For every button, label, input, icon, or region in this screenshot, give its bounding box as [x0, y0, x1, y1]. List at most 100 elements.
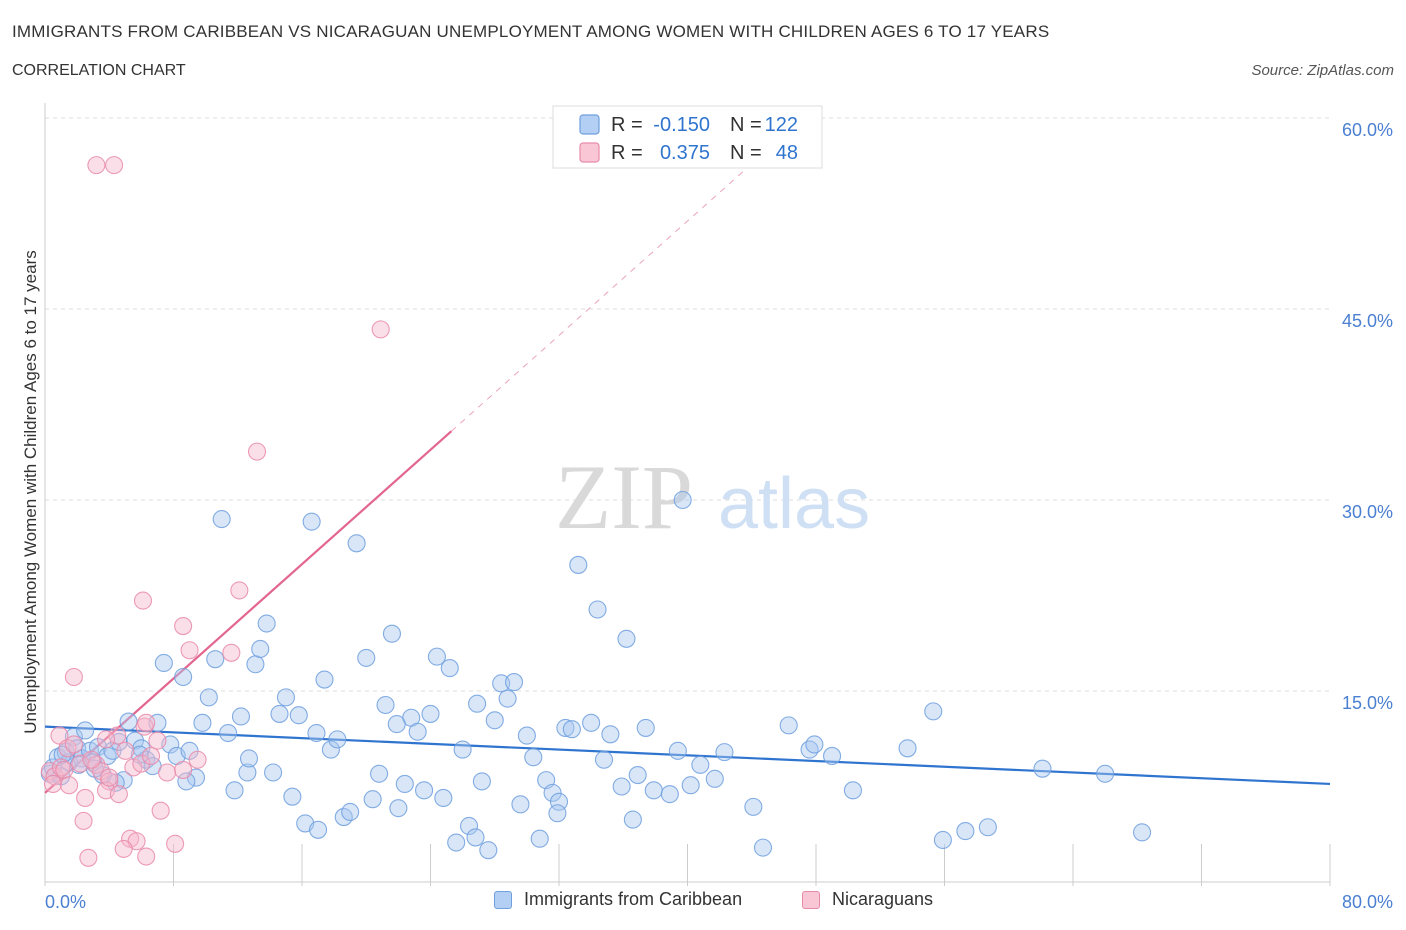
point-caribbean: [1133, 823, 1152, 842]
watermark: ZIP atlas: [555, 446, 870, 548]
point-caribbean: [753, 838, 773, 857]
point-nicaraguan: [132, 754, 151, 773]
point-caribbean: [408, 722, 427, 741]
point-caribbean: [562, 720, 581, 739]
point-caribbean: [289, 706, 308, 725]
trend-line-nicaraguans-extension: [451, 163, 753, 432]
point-caribbean: [212, 510, 231, 529]
point-caribbean: [517, 726, 536, 745]
point-caribbean: [485, 711, 504, 730]
legend-r-label-1: R =: [611, 114, 643, 136]
chart-title: IMMIGRANTS FROM CARIBBEAN VS NICARAGUAN …: [12, 22, 1050, 41]
point-caribbean: [376, 695, 395, 715]
point-nicaraguan: [174, 760, 193, 779]
y-tick-labels: 15.0% 30.0% 45.0% 60.0%: [1342, 120, 1393, 713]
point-caribbean: [389, 799, 408, 818]
legend-r-value-2: 0.375: [660, 142, 710, 164]
point-caribbean: [328, 730, 347, 749]
point-nicaraguan: [82, 750, 101, 769]
point-nicaraguan: [180, 641, 199, 660]
point-caribbean: [321, 740, 340, 759]
point-caribbean: [239, 749, 259, 768]
legend-n-label-1: N =: [730, 114, 762, 136]
point-nicaraguan: [114, 839, 133, 858]
trend-lines: [44, 163, 1331, 794]
point-nicaraguan: [230, 581, 249, 600]
point-caribbean: [644, 781, 663, 800]
grid-lines: [45, 117, 1330, 692]
point-caribbean: [363, 790, 382, 809]
point-caribbean: [823, 746, 842, 765]
point-caribbean: [206, 650, 225, 669]
point-nicaraguan: [222, 643, 241, 662]
point-nicaraguan: [45, 767, 64, 786]
legend-swatch: [494, 890, 512, 909]
point-caribbean: [898, 739, 917, 758]
point-caribbean: [498, 689, 517, 708]
point-caribbean: [617, 629, 636, 648]
point-nicaraguan: [87, 156, 106, 175]
point-nicaraguan: [137, 847, 156, 866]
point-caribbean: [64, 727, 83, 746]
point-caribbean: [715, 743, 734, 762]
point-caribbean: [421, 704, 440, 723]
point-caribbean: [427, 647, 446, 666]
point-nicaraguan: [64, 667, 83, 687]
point-nicaraguan: [52, 758, 71, 777]
point-caribbean: [705, 769, 724, 788]
point-nicaraguan: [60, 776, 79, 795]
point-caribbean: [315, 670, 334, 689]
point-nicaraguan: [116, 741, 135, 760]
point-caribbean: [434, 788, 453, 808]
point-caribbean: [1033, 759, 1052, 778]
point-caribbean: [415, 781, 434, 800]
point-nicaraguan: [148, 731, 167, 750]
point-caribbean: [588, 600, 607, 619]
legend-label-caribbean: Immigrants from Caribbean: [524, 889, 743, 909]
chart-subtitle: CORRELATION CHART: [12, 62, 186, 79]
point-caribbean: [601, 725, 620, 744]
point-caribbean: [779, 716, 798, 735]
point-caribbean: [341, 802, 360, 822]
point-caribbean: [382, 624, 402, 643]
point-caribbean: [246, 655, 265, 674]
point-caribbean: [447, 833, 466, 852]
point-caribbean: [466, 828, 485, 847]
point-caribbean: [395, 774, 414, 794]
point-caribbean: [370, 764, 389, 783]
point-nicaraguan: [137, 713, 156, 732]
point-caribbean: [569, 555, 588, 574]
point-caribbean: [238, 763, 257, 782]
point-caribbean: [504, 673, 524, 692]
point-caribbean: [668, 741, 687, 760]
point-caribbean: [283, 787, 302, 806]
legend-item-nicaraguans: Nicaraguans: [802, 889, 933, 910]
point-caribbean: [530, 829, 549, 848]
point-caribbean: [264, 763, 283, 782]
point-caribbean: [76, 721, 95, 740]
legend-swatch-nicaraguans: [579, 142, 600, 163]
point-nicaraguan: [55, 760, 74, 779]
point-caribbean: [800, 740, 819, 759]
point-caribbean: [582, 713, 601, 732]
point-caribbean: [956, 822, 975, 841]
legend-n-value-2: 48: [776, 142, 798, 164]
y-tick-label: 60.0%: [1342, 120, 1393, 140]
point-nicaraguan: [50, 726, 69, 745]
point-caribbean: [843, 781, 862, 800]
point-caribbean: [309, 820, 328, 839]
point-nicaraguan: [141, 746, 161, 765]
point-nicaraguan: [79, 848, 98, 867]
point-nicaraguan: [43, 774, 63, 794]
point-caribbean: [660, 785, 679, 804]
point-caribbean: [270, 704, 289, 723]
legend-swatch: [802, 890, 820, 909]
point-nicaraguan: [174, 617, 193, 636]
point-caribbean: [805, 735, 824, 754]
trend-line-caribbean: [44, 725, 1331, 786]
point-caribbean: [119, 712, 138, 731]
y-tick-label: 15.0%: [1342, 693, 1393, 713]
data-points: [40, 156, 1152, 867]
point-nicaraguan: [64, 735, 83, 754]
x-tick-labels: 0.0% 80.0%: [45, 892, 1393, 912]
